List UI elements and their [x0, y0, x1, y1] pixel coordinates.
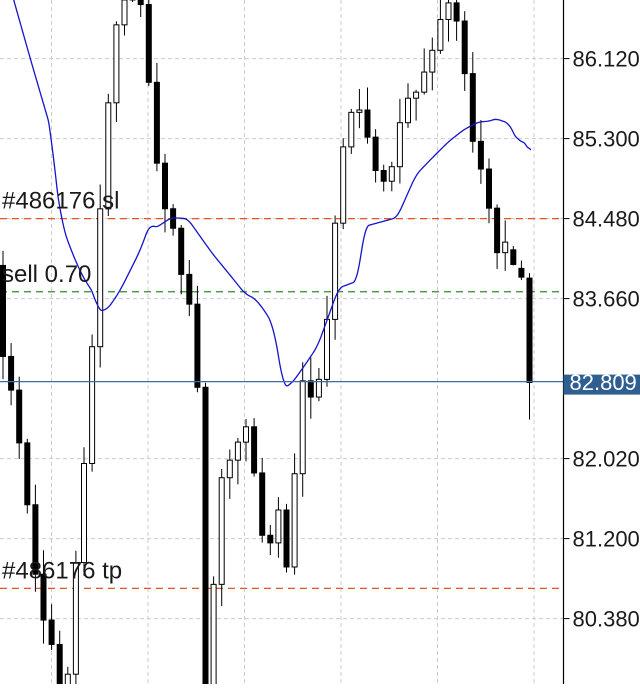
svg-text:83.660: 83.660 [573, 287, 640, 312]
svg-text:#486176 sl: #486176 sl [2, 188, 119, 215]
svg-text:sell 0.70: sell 0.70 [2, 261, 91, 288]
svg-text:82.809: 82.809 [570, 370, 637, 395]
svg-text:86.120: 86.120 [573, 47, 640, 72]
svg-text:85.300: 85.300 [573, 127, 640, 152]
svg-text:#486176 tp: #486176 tp [2, 557, 122, 584]
svg-text:80.380: 80.380 [573, 607, 640, 632]
svg-text:84.480: 84.480 [573, 207, 640, 232]
svg-text:81.200: 81.200 [573, 527, 640, 552]
svg-text:82.020: 82.020 [573, 447, 640, 472]
